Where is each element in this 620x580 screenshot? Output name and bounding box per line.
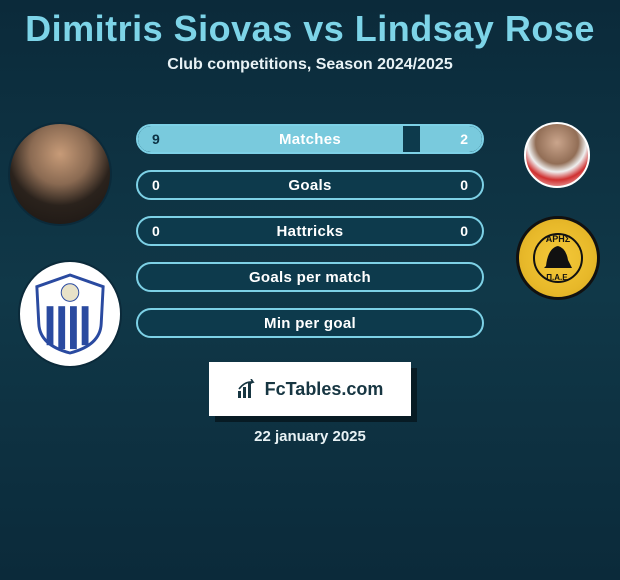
stats-group: 9 Matches 2 0 Goals 0 0 Hattricks 0 Goal…: [136, 124, 484, 354]
stat-value-right: 0: [460, 218, 468, 244]
svg-text:Π.Α.Ε.: Π.Α.Ε.: [546, 273, 570, 282]
fctables-logo-icon: [237, 379, 259, 399]
stat-row-hattricks: 0 Hattricks 0: [136, 216, 484, 246]
stat-label: Min per goal: [138, 310, 482, 336]
player-photo-right: [524, 122, 590, 188]
club-logo-aris: APHΣ Π.Α.Ε.: [516, 216, 600, 300]
stat-value-right: 2: [460, 126, 468, 152]
club-logo-lamia: [18, 260, 122, 368]
brand-box: FcTables.com: [209, 362, 411, 416]
stat-label: Hattricks: [138, 218, 482, 244]
page-title: Dimitris Siovas vs Lindsay Rose: [0, 0, 620, 50]
stat-row-matches: 9 Matches 2: [136, 124, 484, 154]
stat-value-right: 0: [460, 172, 468, 198]
stat-label: Goals per match: [138, 264, 482, 290]
svg-text:APHΣ: APHΣ: [546, 234, 571, 244]
stat-row-min-per-goal: Min per goal: [136, 308, 484, 338]
aris-emblem-icon: APHΣ Π.Α.Ε.: [528, 228, 588, 288]
page-subtitle: Club competitions, Season 2024/2025: [0, 56, 620, 74]
player-photo-left: [8, 122, 112, 226]
stat-row-goals-per-match: Goals per match: [136, 262, 484, 292]
stat-label: Matches: [138, 126, 482, 152]
comparison-card: Dimitris Siovas vs Lindsay Rose Club com…: [0, 0, 620, 580]
brand-text: FcTables.com: [265, 379, 384, 400]
footer-date: 22 january 2025: [0, 428, 620, 445]
shield-stripes-icon: [31, 273, 109, 355]
stat-label: Goals: [138, 172, 482, 198]
stat-row-goals: 0 Goals 0: [136, 170, 484, 200]
